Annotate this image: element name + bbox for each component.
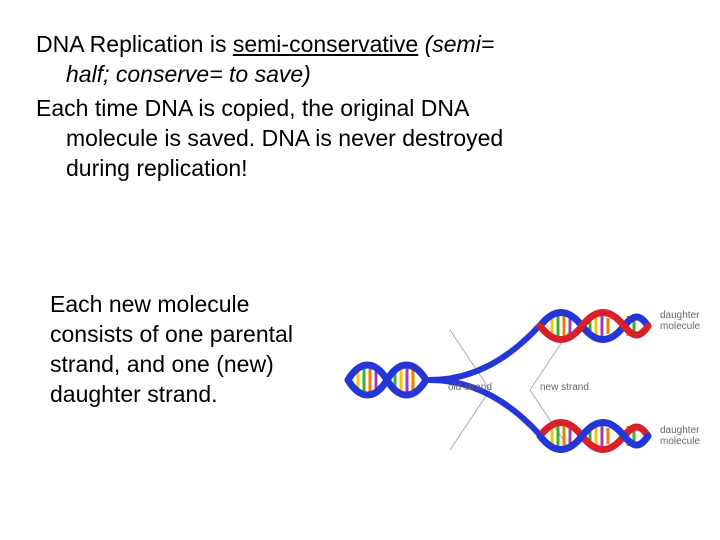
p2-line1: Each time DNA is copied, the original DN…	[36, 95, 469, 121]
paragraph-3: Each new molecule consists of one parent…	[50, 290, 320, 410]
dna-replication-diagram: daughter molecule daughter molecule old …	[340, 270, 710, 490]
p2-line3: during replication!	[36, 154, 684, 184]
daughter-helix-top	[540, 313, 648, 340]
p1-italic-a: (semi=	[418, 31, 494, 57]
p1-prefix: DNA Replication is	[36, 31, 233, 57]
label-daughter-bottom: daughter molecule	[660, 425, 700, 447]
dna-diagram-svg	[340, 270, 710, 490]
lower-section: Each new molecule consists of one parent…	[0, 290, 720, 410]
parent-helix	[348, 365, 426, 395]
p1-italic-b: half; conserve= to save)	[36, 60, 684, 90]
label-old-strand: old strand	[448, 382, 492, 393]
p2-line2: molecule is saved. DNA is never destroye…	[36, 124, 684, 154]
paragraph-1: DNA Replication is semi-conservative (se…	[36, 30, 684, 90]
label-new-strand: new strand	[540, 382, 589, 393]
p1-underlined: semi-conservative	[233, 31, 418, 57]
daughter-helix-bottom	[540, 423, 648, 450]
label-daughter-top: daughter molecule	[660, 310, 700, 332]
paragraph-2: Each time DNA is copied, the original DN…	[36, 94, 684, 184]
